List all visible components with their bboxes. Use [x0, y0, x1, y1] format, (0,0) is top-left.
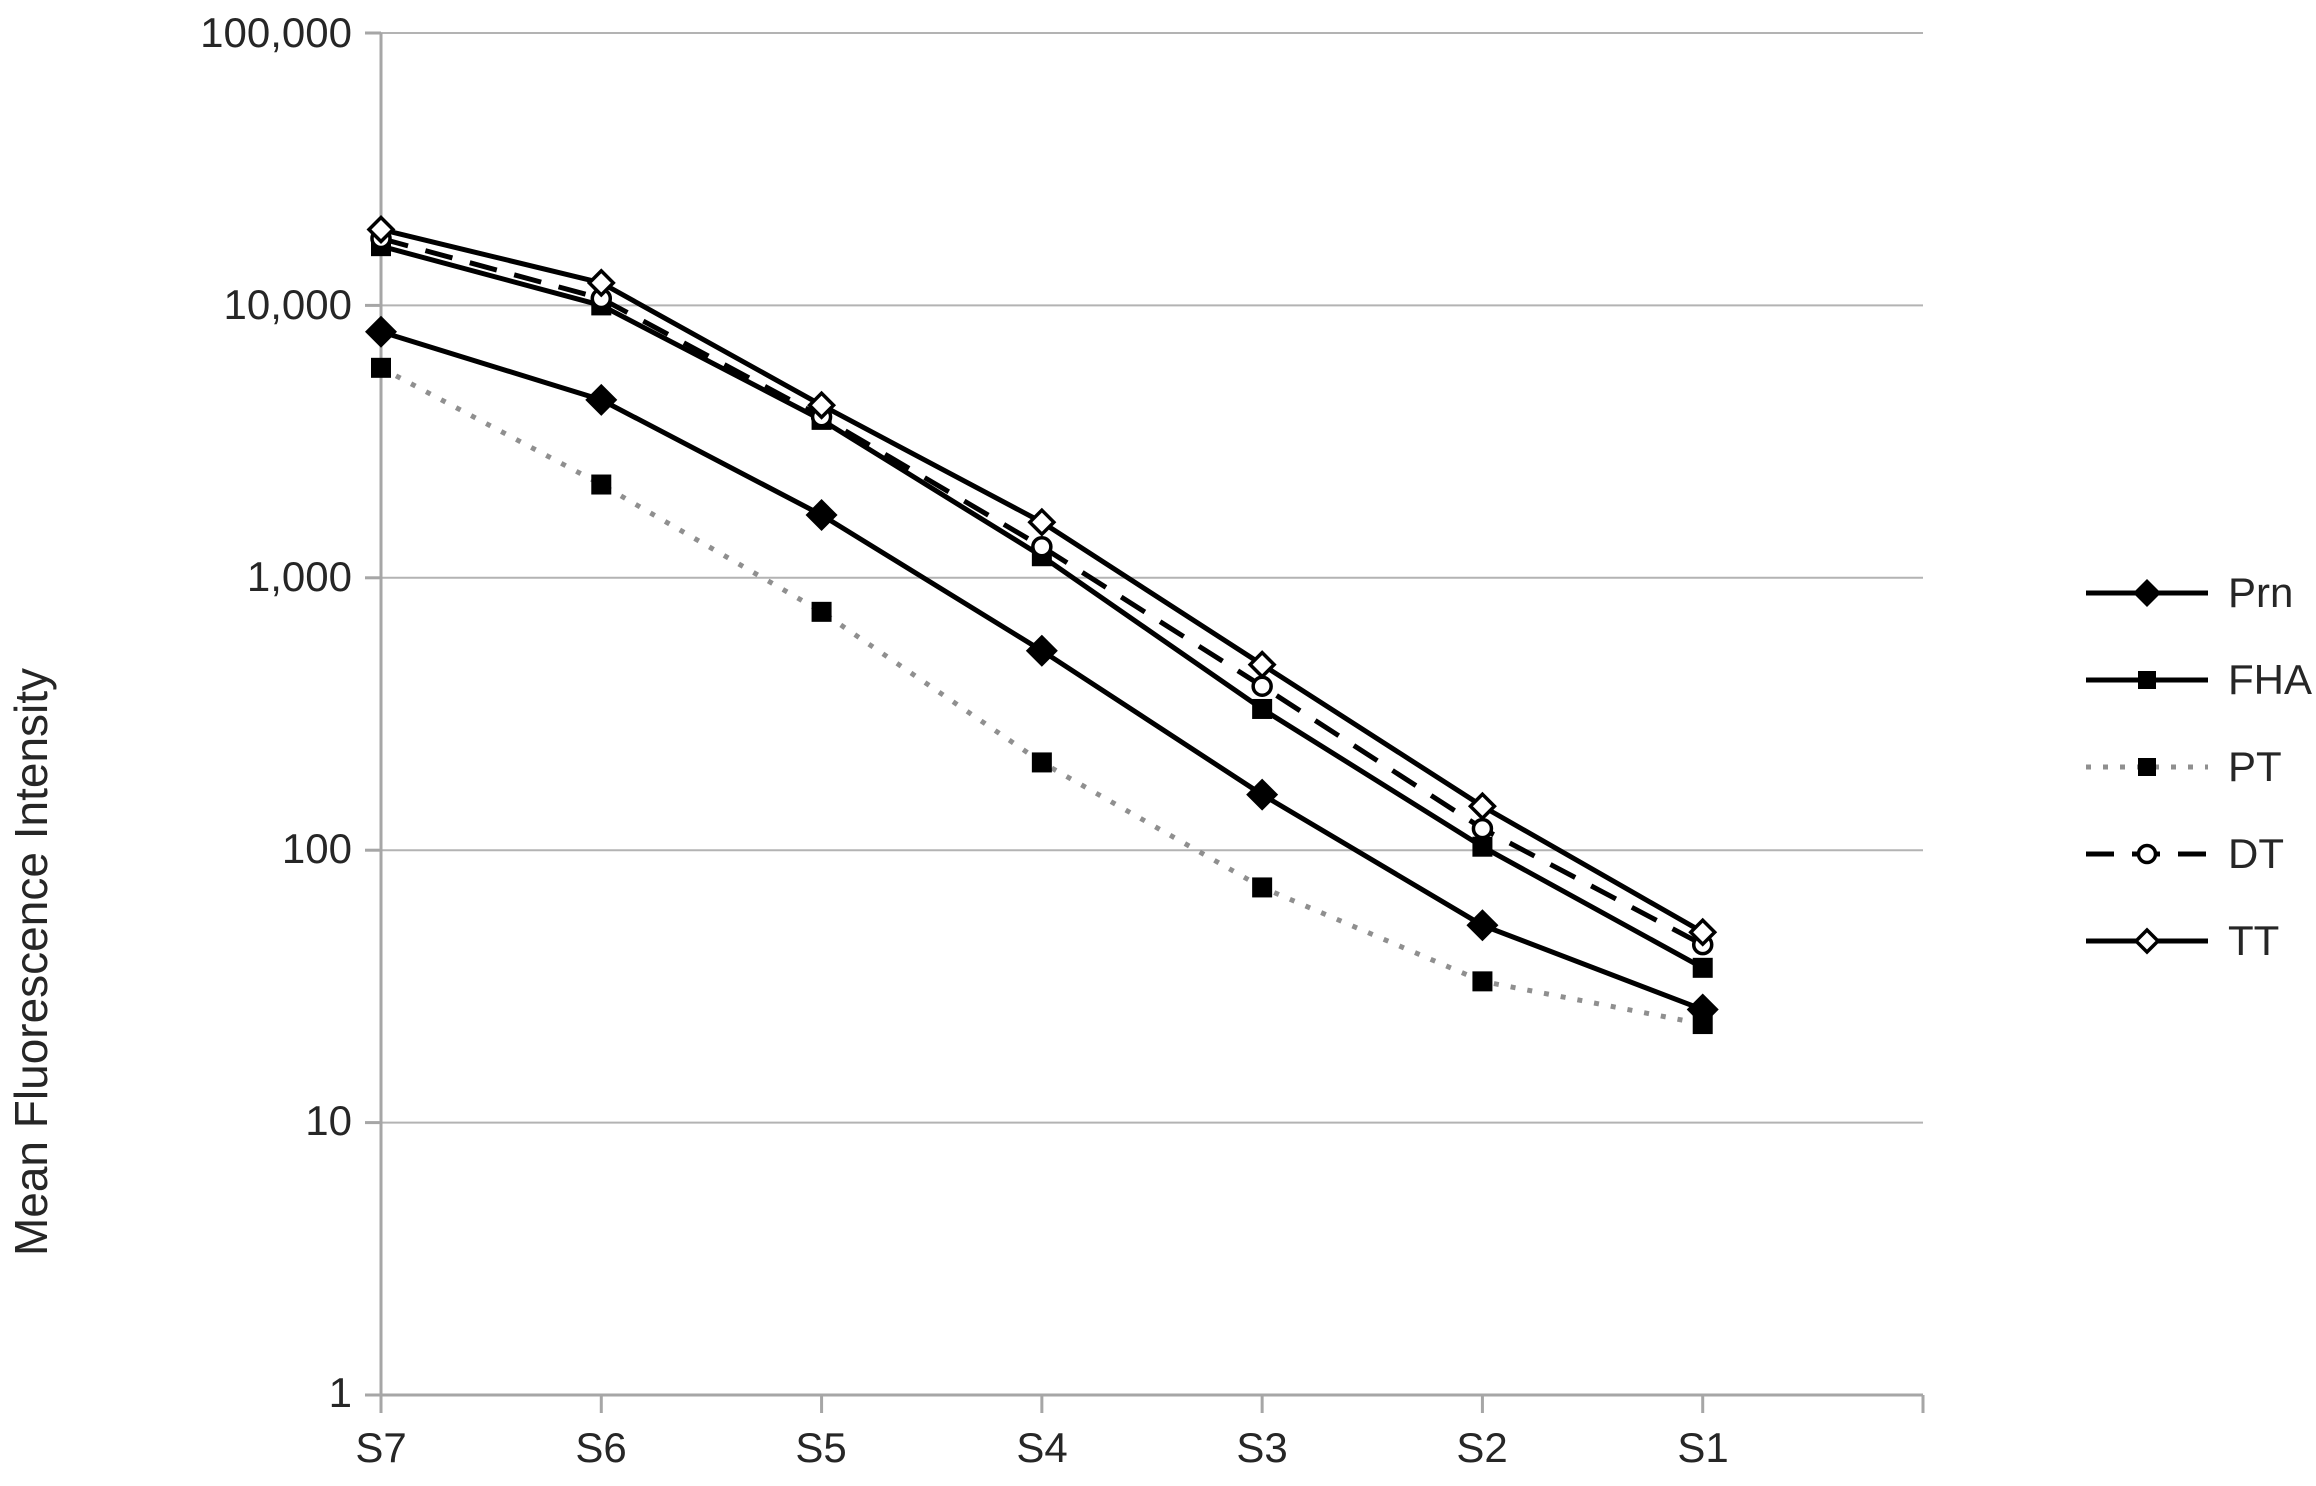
legend-item: PT	[2082, 743, 2312, 790]
data-point-marker	[1688, 917, 1718, 947]
legend-line-marker-icon	[2086, 843, 2208, 865]
x-tick-label: S7	[355, 1424, 407, 1471]
data-point-marker	[366, 214, 396, 244]
legend-label: FHA	[2228, 656, 2312, 703]
data-point-marker	[2138, 671, 2156, 689]
series-FHA	[371, 236, 1713, 978]
data-point-marker	[586, 268, 616, 298]
legend-item: Prn	[2082, 569, 2312, 616]
legend-line-marker-icon	[2086, 579, 2208, 607]
legend-line-marker-icon	[2086, 671, 2208, 689]
series-Prn	[365, 315, 1719, 1026]
legend-line-marker-icon	[2086, 758, 2208, 776]
data-point-marker	[1252, 698, 1273, 719]
data-point-marker	[1471, 817, 1494, 840]
series-PT	[371, 357, 1713, 1035]
y-tick-label: 10	[305, 1097, 352, 1144]
y-tick-label: 100,000	[200, 9, 352, 56]
data-point-marker	[805, 499, 838, 532]
data-point-marker	[1031, 536, 1053, 558]
x-tick-label: S6	[575, 1424, 627, 1471]
data-point-marker	[1472, 971, 1493, 992]
data-point-marker	[2133, 927, 2161, 955]
data-point-marker	[807, 390, 837, 420]
legend-label: TT	[2228, 917, 2280, 964]
data-point-marker	[1466, 909, 1499, 942]
y-tick-label: 100	[281, 825, 352, 872]
data-point-marker	[1025, 634, 1058, 667]
x-tick-label: S2	[1456, 1424, 1508, 1471]
legend-item: TT	[2082, 917, 2312, 964]
data-point-marker	[2133, 579, 2161, 607]
data-point-marker	[1467, 791, 1497, 821]
y-tick-label: 1	[328, 1369, 352, 1416]
legend-label: DT	[2228, 830, 2284, 877]
x-tick-label: S5	[795, 1424, 847, 1471]
y-tick-label: 1,000	[246, 553, 352, 600]
legend: Prn FHA PT DT TT	[2082, 569, 2312, 1006]
legend-item: DT	[2082, 830, 2312, 877]
data-point-marker	[2136, 843, 2158, 865]
data-point-marker	[591, 474, 612, 495]
legend-item: FHA	[2082, 656, 2312, 703]
legend-label: Prn	[2228, 569, 2294, 616]
data-point-marker	[811, 601, 832, 622]
legend-line-marker-icon	[2086, 927, 2208, 955]
x-tick-label: S3	[1236, 1424, 1288, 1471]
legend-label: PT	[2228, 743, 2282, 790]
series-TT	[366, 214, 1718, 947]
data-point-marker	[371, 357, 391, 378]
data-point-marker	[1246, 778, 1279, 811]
data-point-marker	[1472, 836, 1493, 857]
data-point-marker	[2138, 758, 2156, 776]
data-point-marker	[365, 315, 397, 348]
x-tick-label: S4	[1016, 1424, 1068, 1471]
x-tick-label: S1	[1677, 1424, 1729, 1471]
data-point-marker	[585, 383, 618, 416]
data-point-marker	[1251, 675, 1273, 697]
data-point-marker	[1692, 1014, 1713, 1035]
data-point-marker	[1027, 507, 1057, 537]
data-point-marker	[1692, 957, 1713, 978]
data-point-marker	[1031, 752, 1052, 773]
series-DT	[370, 227, 1714, 956]
y-tick-label: 10,000	[223, 281, 352, 328]
data-point-marker	[1247, 650, 1277, 680]
data-point-marker	[1252, 877, 1273, 898]
